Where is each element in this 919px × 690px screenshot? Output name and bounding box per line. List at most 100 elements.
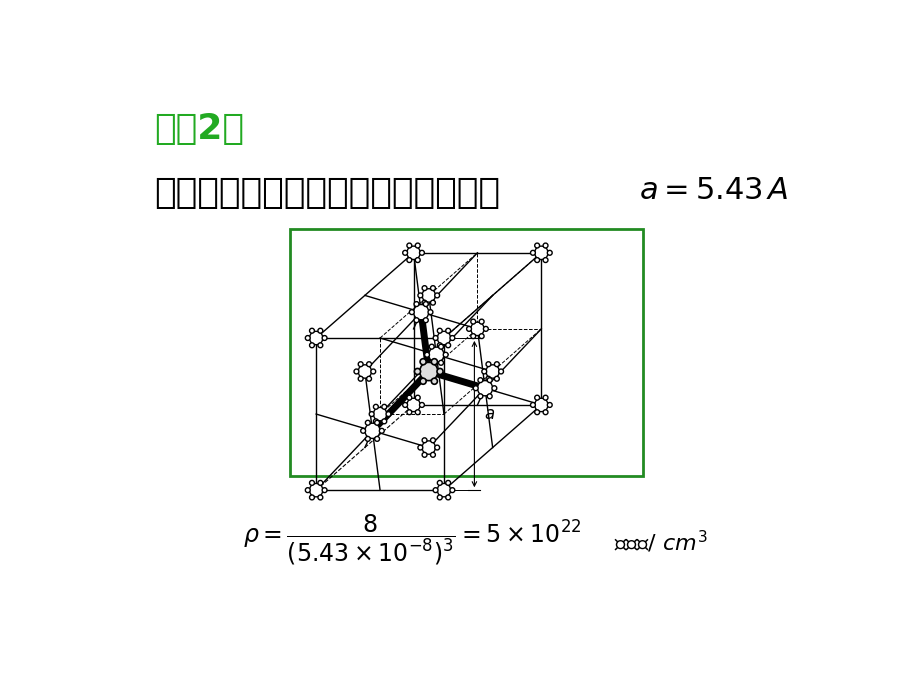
Circle shape	[414, 243, 420, 248]
Circle shape	[414, 318, 418, 323]
Circle shape	[482, 369, 486, 374]
Circle shape	[425, 353, 429, 357]
Circle shape	[479, 319, 483, 324]
Circle shape	[547, 250, 551, 255]
Circle shape	[547, 402, 551, 407]
Circle shape	[429, 360, 434, 365]
Circle shape	[494, 376, 499, 381]
Circle shape	[406, 257, 412, 262]
Circle shape	[485, 365, 499, 378]
Circle shape	[403, 250, 407, 255]
Circle shape	[431, 378, 437, 384]
Circle shape	[406, 410, 412, 415]
Circle shape	[414, 410, 420, 415]
Circle shape	[357, 365, 371, 378]
Circle shape	[373, 419, 378, 424]
Circle shape	[445, 328, 450, 333]
Circle shape	[534, 398, 548, 412]
Circle shape	[305, 335, 310, 340]
Circle shape	[406, 243, 412, 248]
Bar	[289, 229, 641, 476]
Circle shape	[365, 437, 369, 442]
Circle shape	[487, 377, 492, 382]
Circle shape	[309, 331, 323, 345]
Circle shape	[422, 441, 435, 454]
Circle shape	[485, 376, 491, 381]
Circle shape	[381, 404, 386, 409]
Circle shape	[318, 328, 323, 333]
Circle shape	[477, 381, 492, 396]
Circle shape	[445, 480, 450, 485]
Circle shape	[430, 286, 435, 290]
Text: 例题2：: 例题2：	[154, 112, 244, 146]
Circle shape	[471, 322, 483, 335]
Text: $a = 5.43\,A$: $a = 5.43\,A$	[639, 176, 788, 205]
Circle shape	[466, 326, 471, 331]
Circle shape	[471, 319, 475, 324]
Circle shape	[422, 438, 426, 443]
Circle shape	[406, 395, 412, 400]
Circle shape	[414, 395, 420, 400]
Circle shape	[437, 480, 442, 485]
Circle shape	[430, 438, 435, 443]
Circle shape	[427, 310, 433, 315]
Circle shape	[494, 362, 499, 366]
Circle shape	[429, 344, 434, 349]
Circle shape	[403, 402, 407, 407]
Circle shape	[309, 343, 314, 348]
Circle shape	[414, 304, 428, 319]
Circle shape	[471, 334, 475, 339]
Circle shape	[374, 437, 380, 442]
Circle shape	[437, 331, 450, 345]
Circle shape	[542, 243, 548, 248]
Circle shape	[369, 412, 374, 417]
Circle shape	[373, 404, 378, 409]
Circle shape	[449, 488, 454, 493]
Circle shape	[406, 398, 420, 412]
Circle shape	[367, 362, 371, 366]
Circle shape	[530, 250, 535, 255]
Circle shape	[542, 257, 548, 262]
Circle shape	[357, 362, 363, 366]
Circle shape	[437, 328, 442, 333]
Circle shape	[420, 359, 425, 365]
Circle shape	[437, 484, 450, 497]
Circle shape	[318, 495, 323, 500]
Circle shape	[414, 368, 420, 375]
Circle shape	[438, 360, 443, 365]
Circle shape	[431, 359, 437, 365]
Circle shape	[406, 246, 420, 259]
Circle shape	[438, 344, 443, 349]
Circle shape	[419, 362, 437, 381]
Circle shape	[417, 293, 423, 298]
Text: $a$: $a$	[483, 405, 494, 423]
Circle shape	[365, 423, 380, 438]
Circle shape	[437, 495, 442, 500]
Circle shape	[435, 445, 439, 450]
Circle shape	[318, 480, 323, 485]
Circle shape	[487, 394, 492, 399]
Circle shape	[534, 410, 539, 415]
Circle shape	[414, 257, 420, 262]
Circle shape	[534, 395, 539, 400]
Circle shape	[485, 362, 491, 366]
Circle shape	[419, 250, 424, 255]
Circle shape	[419, 402, 424, 407]
Circle shape	[437, 368, 443, 375]
Circle shape	[492, 386, 496, 391]
Circle shape	[437, 343, 442, 348]
Circle shape	[381, 419, 386, 424]
Circle shape	[443, 353, 448, 357]
Circle shape	[422, 453, 426, 457]
Circle shape	[445, 343, 450, 348]
Circle shape	[305, 488, 310, 493]
Circle shape	[423, 302, 427, 306]
Circle shape	[367, 376, 371, 381]
Circle shape	[423, 318, 427, 323]
Circle shape	[309, 484, 323, 497]
Circle shape	[414, 302, 418, 306]
Circle shape	[445, 495, 450, 500]
Text: 计算硅原子的体密度，其晶格常数为: 计算硅原子的体密度，其晶格常数为	[154, 176, 500, 210]
Circle shape	[542, 410, 548, 415]
Circle shape	[322, 335, 326, 340]
